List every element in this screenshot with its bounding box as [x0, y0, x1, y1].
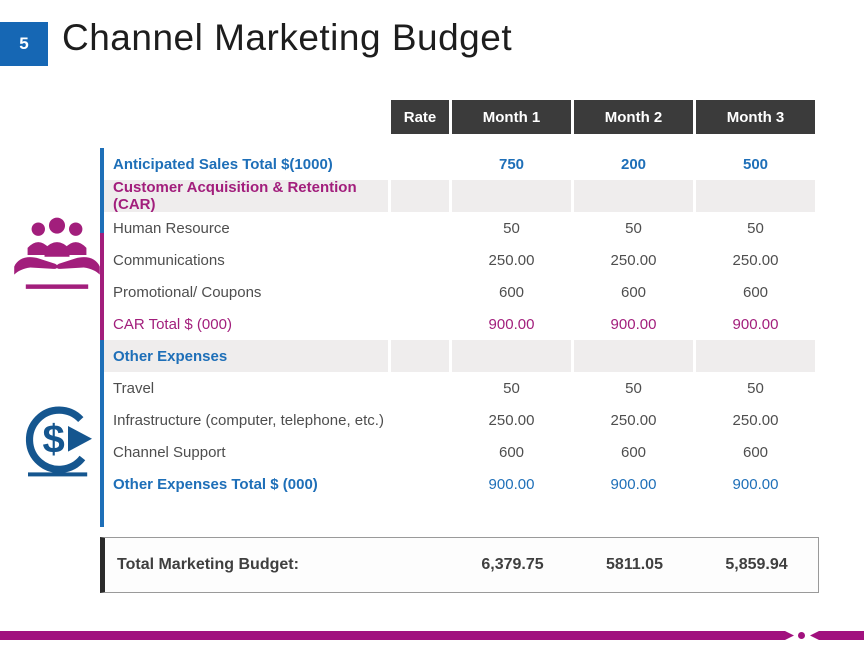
cell-month1: 900.00	[488, 475, 535, 493]
row-label: Travel	[113, 379, 155, 397]
table-body: Anticipated Sales Total $(1000) 750 200 500…	[100, 148, 819, 500]
cell-month1: 600	[498, 283, 525, 301]
cell-month3: 600	[742, 283, 769, 301]
cell-month3: 500	[742, 155, 769, 173]
cell-rate	[391, 180, 449, 212]
column-header-month2: Month 2	[574, 100, 693, 134]
cell-month2: 600	[620, 443, 647, 461]
cell-month1	[452, 180, 571, 212]
cell-month2: 250.00	[610, 251, 657, 269]
page-title: Channel Marketing Budget	[62, 17, 513, 58]
row-label: Infrastructure (computer, telephone, etc…	[113, 411, 384, 429]
row-label: Other Expenses Total $ (000)	[113, 475, 318, 493]
row-label: Customer Acquisition & Retention (CAR)	[100, 179, 388, 213]
row-label: Human Resource	[113, 219, 230, 237]
cell-rate	[391, 340, 449, 372]
cell-month3: 50	[747, 219, 764, 237]
cell-month2: 50	[625, 379, 642, 397]
column-header-rate: Rate	[391, 100, 449, 134]
cell-month3	[696, 180, 815, 212]
row-label: Channel Support	[113, 443, 226, 461]
table-row: Customer Acquisition & Retention (CAR)	[100, 179, 819, 213]
cell-month3: 900.00	[732, 315, 779, 333]
cell-month1: 50	[503, 379, 520, 397]
cell-month2: 250.00	[610, 411, 657, 429]
cell-rate	[391, 436, 449, 468]
cell-rate	[391, 212, 449, 244]
table-row: Other Expenses Total $ (000) 900.00 900.00…	[100, 468, 819, 500]
cell-month1: 250.00	[488, 411, 535, 429]
slide-number: 5	[19, 34, 29, 53]
table-header-row: Rate Month 1 Month 2 Month 3	[100, 100, 819, 134]
row-label: Promotional/ Coupons	[113, 283, 262, 301]
table-row: CAR Total $ (000) 900.00 900.00 900.00	[100, 308, 819, 340]
cell-month2: 600	[620, 283, 647, 301]
cell-rate	[391, 244, 449, 276]
table-row: Communications 250.00 250.00 250.00	[100, 244, 819, 276]
cell-month3: 900.00	[732, 475, 779, 493]
cell-month3: 250.00	[732, 251, 779, 269]
cell-month2	[574, 340, 693, 372]
cell-month3	[696, 340, 815, 372]
cell-month2	[574, 180, 693, 212]
total-month3-value: 5,859.94	[725, 556, 788, 573]
cell-month2: 900.00	[610, 315, 657, 333]
table-row: Travel 50 50 50	[100, 372, 819, 404]
cell-month2: 900.00	[610, 475, 657, 493]
cell-rate	[391, 276, 449, 308]
row-label: Communications	[113, 251, 225, 269]
slide-number-badge: 5	[0, 22, 48, 66]
table-row: Infrastructure (computer, telephone, etc…	[100, 404, 819, 436]
total-month1-value: 6,379.75	[481, 556, 544, 573]
cell-rate	[391, 148, 449, 180]
cell-month1	[452, 340, 571, 372]
total-month2-value: 5811.05	[606, 556, 663, 573]
team-care-icon	[12, 214, 102, 296]
table-row: Channel Support 600 600 600	[100, 436, 819, 468]
money-cycle-icon: $	[20, 398, 100, 486]
cell-month3: 250.00	[732, 411, 779, 429]
accent-line-segment-magenta	[100, 233, 104, 340]
svg-text:$: $	[42, 417, 64, 461]
cell-month3: 600	[742, 443, 769, 461]
table-row: Promotional/ Coupons 600 600 600	[100, 276, 819, 308]
accent-line-segment-blue	[100, 340, 104, 527]
column-header-month1: Month 1	[452, 100, 571, 134]
cell-month1: 50	[503, 219, 520, 237]
budget-table: Rate Month 1 Month 2 Month 3 Anticipated…	[100, 100, 819, 527]
row-label: Anticipated Sales Total $(1000)	[113, 155, 333, 173]
accent-line	[100, 148, 104, 527]
table-row: Other Expenses	[100, 340, 819, 372]
cell-rate	[391, 468, 449, 500]
column-header-month3: Month 3	[696, 100, 815, 134]
cell-month1: 750	[498, 155, 525, 173]
cell-rate	[391, 308, 449, 340]
bottom-accent-bar-right	[810, 631, 864, 640]
table-row: Human Resource 50 50 50	[100, 212, 819, 244]
cell-rate	[391, 404, 449, 436]
cell-month1: 900.00	[488, 315, 535, 333]
cell-month2: 200	[620, 155, 647, 173]
cell-month1: 250.00	[488, 251, 535, 269]
cell-month2: 50	[625, 219, 642, 237]
total-row: Total Marketing Budget: 6,379.75 5811.05…	[100, 537, 819, 593]
cell-rate	[391, 372, 449, 404]
cell-month3: 50	[747, 379, 764, 397]
cell-month1: 600	[498, 443, 525, 461]
total-label: Total Marketing Budget:	[117, 556, 299, 573]
bottom-accent-bar-dot	[798, 632, 805, 639]
bottom-accent-bar-left	[0, 631, 794, 640]
row-label: CAR Total $ (000)	[113, 315, 232, 333]
accent-line-segment-blue	[100, 148, 104, 233]
table-row: Anticipated Sales Total $(1000) 750 200 500	[100, 148, 819, 180]
row-label: Other Expenses	[100, 340, 388, 372]
